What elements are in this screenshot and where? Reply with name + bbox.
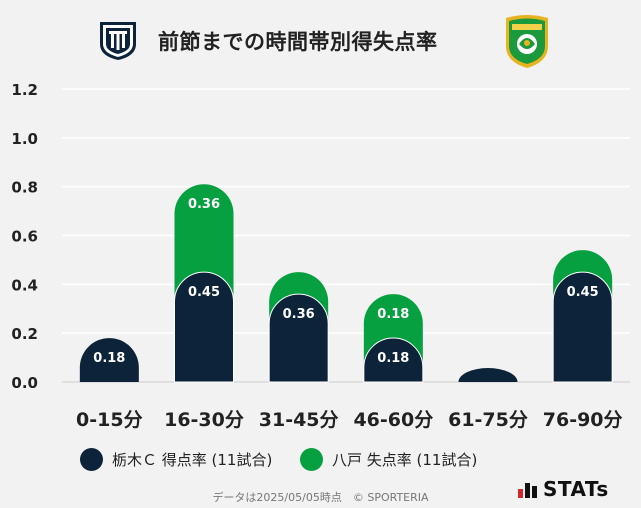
bar-chart: 0.0 0.2 0.4 0.6 0.8 1.0 1.2 0.18 0-15分 0.45 0.36 16… xyxy=(11,81,630,431)
legend-label-away: 八戸 失点率 (11試合) xyxy=(332,451,478,469)
bar-home-31-45分 xyxy=(268,293,329,383)
stats-bars-icon xyxy=(518,483,537,498)
bar-home-16-30分 xyxy=(174,271,234,383)
y-tick-label: 0.8 xyxy=(11,179,38,197)
data-label-away: 0.18 xyxy=(377,307,409,322)
legend: 栃木Ｃ 得点率 (11試合) 八戸 失点率 (11試合) xyxy=(0,448,641,474)
data-label-away: 0.36 xyxy=(188,197,220,212)
data-label-home: 0.18 xyxy=(93,351,125,366)
y-tick-label: 1.0 xyxy=(11,130,38,148)
bar-home-61-75分 xyxy=(458,368,518,382)
bar-home-76-90分 xyxy=(552,271,613,383)
data-label-home: 0.45 xyxy=(567,285,599,300)
x-tick-label: 76-90分 xyxy=(543,409,623,431)
x-tick-label: 46-60分 xyxy=(353,409,433,431)
y-tick-label: 0.2 xyxy=(11,325,38,343)
y-tick-label: 0.6 xyxy=(11,228,38,246)
x-tick-label: 16-30分 xyxy=(164,409,244,431)
legend-swatch-away xyxy=(300,448,323,471)
x-tick-label: 61-75分 xyxy=(448,409,528,431)
legend-label-home: 栃木Ｃ 得点率 (11試合) xyxy=(112,451,273,469)
x-tick-label: 31-45分 xyxy=(259,409,339,431)
stats-brand: STATs xyxy=(517,477,609,501)
data-label-home: 0.45 xyxy=(188,285,220,300)
data-label-home: 0.18 xyxy=(377,351,409,366)
stats-brand-label: STATs xyxy=(543,477,609,501)
y-tick-label: 0.4 xyxy=(11,276,38,294)
tochigi-crest-icon xyxy=(100,22,136,60)
footer-credit: データは2025/05/05時点 © SPORTERIA xyxy=(212,491,429,504)
y-tick-label: 0.0 xyxy=(11,374,38,392)
y-tick-label: 1.2 xyxy=(11,81,38,99)
bar-home-46-60分 xyxy=(363,337,424,383)
hachinohe-crest-icon xyxy=(506,15,548,68)
page-title: 前節までの時間帯別得失点率 xyxy=(158,30,438,54)
legend-item-away: 八戸 失点率 (11試合) xyxy=(300,448,477,471)
legend-item-home: 栃木Ｃ 得点率 (11試合) xyxy=(80,448,272,471)
x-tick-label: 0-15分 xyxy=(76,409,143,431)
bar-home-0-15分 xyxy=(79,338,139,382)
legend-swatch-home xyxy=(80,448,103,471)
data-label-home: 0.36 xyxy=(283,307,315,322)
